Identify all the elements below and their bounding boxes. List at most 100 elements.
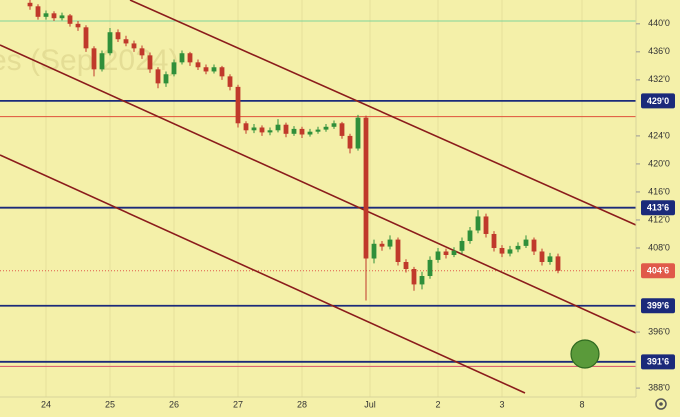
candle-body: [507, 249, 513, 254]
candle-body: [123, 39, 129, 44]
price-badge: [641, 354, 675, 370]
candle-body: [315, 129, 321, 132]
candle-body: [147, 55, 153, 70]
y-tick-label: 420'0: [648, 158, 670, 168]
candle-body: [251, 127, 257, 131]
y-tick-label: 440'0: [648, 18, 670, 28]
candle-body: [75, 23, 81, 28]
price-badge-label: 399'6: [647, 301, 669, 311]
candle-body: [67, 15, 73, 24]
candle-body: [155, 69, 161, 84]
levels: [0, 20, 636, 367]
candle-body: [355, 117, 361, 149]
price-badge-label: 429'0: [647, 96, 669, 106]
candle-body: [235, 86, 241, 124]
candle-body: [491, 233, 497, 248]
x-tick-label: 27: [233, 399, 243, 409]
candle-body: [59, 15, 65, 19]
candle-body: [299, 128, 305, 135]
channel-line: [0, 44, 637, 334]
candle-body: [259, 127, 265, 133]
candle-body: [459, 240, 465, 251]
candle-body: [35, 6, 41, 17]
channel: [0, 0, 637, 394]
y-tick-label: 436'0: [648, 46, 670, 56]
price-badge: [641, 200, 675, 216]
candle-body: [179, 53, 185, 63]
gear[interactable]: [655, 398, 667, 410]
candle-body: [475, 216, 481, 231]
candle-body: [131, 43, 137, 49]
x-tick-label: 3: [499, 399, 504, 409]
candle-body: [27, 2, 33, 7]
price-badge: [641, 93, 675, 109]
y-tick-label: 388'0: [648, 382, 670, 392]
x-tick-label: 8: [579, 399, 584, 409]
candle-body: [347, 135, 353, 149]
y-tick-label: 396'0: [648, 326, 670, 336]
y-tick-label: 412'0: [648, 214, 670, 224]
candle-body: [387, 239, 393, 247]
candle-body: [107, 32, 113, 54]
candle-body: [203, 67, 209, 72]
candle-body: [227, 76, 233, 87]
candle-body: [195, 62, 201, 68]
candle-body: [219, 67, 225, 77]
candle-body: [483, 216, 489, 234]
candle-body: [211, 67, 217, 72]
candle-body: [139, 48, 145, 56]
price-badge-label: 391'6: [647, 357, 669, 367]
candle-body: [51, 13, 57, 19]
gear-center[interactable]: [659, 402, 663, 406]
channel-line: [129, 0, 637, 226]
channel-line: [0, 154, 526, 394]
candle-body: [547, 256, 553, 262]
candle-body: [91, 48, 97, 70]
candle-body: [339, 123, 345, 136]
candle-body: [523, 239, 529, 246]
axes: 24 25 26 27 28 Jul 2 3 8 440'0 436'0 432'0 424'0 420'…: [41, 18, 675, 409]
candle-body: [331, 123, 337, 127]
candle-body: [307, 131, 313, 135]
candle-body: [515, 245, 521, 250]
candle-body: [411, 269, 417, 285]
candle-body: [291, 128, 297, 134]
candle-body: [499, 247, 505, 254]
x-tick-label: 26: [169, 399, 179, 409]
x-tick-label: Jul: [364, 399, 376, 409]
y-tick-label: 432'0: [648, 74, 670, 84]
x-tick-label: 24: [41, 399, 51, 409]
x-tick-label: 25: [105, 399, 115, 409]
marker-circle: [570, 339, 600, 369]
candle-body: [379, 243, 385, 247]
candle-body: [243, 123, 249, 131]
candle-body: [163, 74, 169, 84]
candle-body: [187, 53, 193, 63]
y-tick-label: 408'0: [648, 242, 670, 252]
price-badge: [641, 263, 675, 279]
candle-body: [363, 117, 369, 259]
candle-body: [427, 259, 433, 277]
candle-body: [267, 130, 273, 133]
candle-body: [467, 230, 473, 241]
candle-body: [443, 251, 449, 255]
candle-body: [99, 53, 105, 70]
y-tick-label: 416'0: [648, 186, 670, 196]
candle-body: [539, 251, 545, 262]
candle-body: [323, 126, 329, 130]
y-tick-label: 424'0: [648, 130, 670, 140]
candle-body: [555, 256, 561, 271]
candle-body: [171, 62, 177, 75]
candle-body: [531, 239, 537, 252]
x-tick-label: 2: [435, 399, 440, 409]
candle-body: [275, 124, 281, 131]
candle-body: [371, 243, 377, 259]
x-tick-label: 28: [297, 399, 307, 409]
candle-body: [283, 124, 289, 134]
candle-body: [435, 251, 441, 260]
candle-body: [451, 250, 457, 255]
price-badge: [641, 298, 675, 314]
candle-body: [43, 13, 49, 17]
settings-icon[interactable]: [655, 398, 667, 410]
